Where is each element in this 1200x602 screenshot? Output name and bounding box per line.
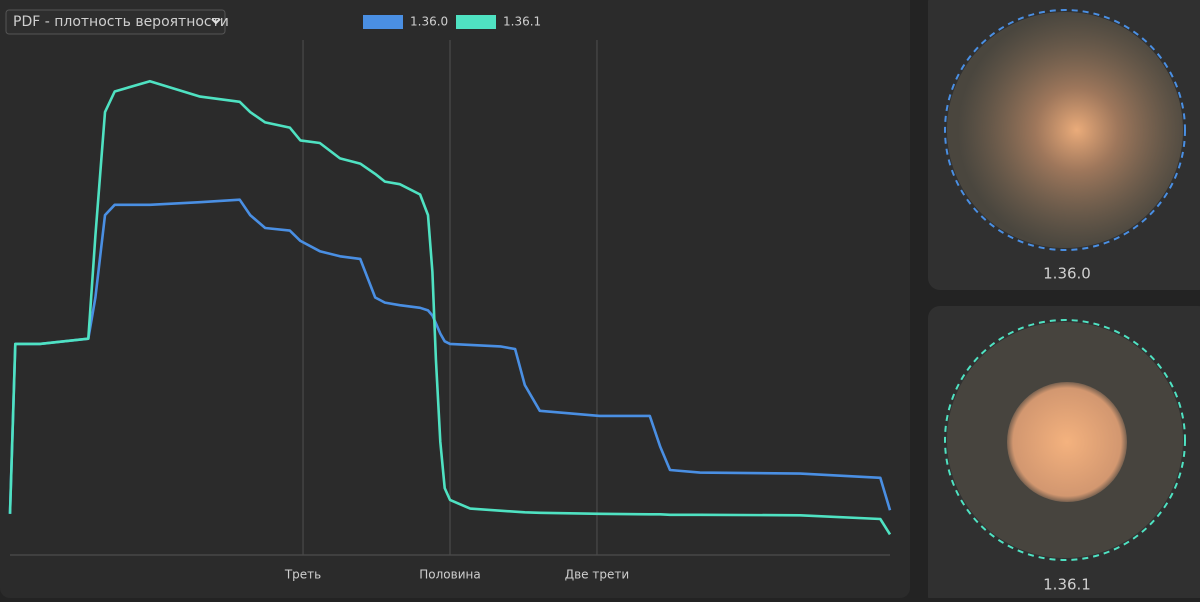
legend-swatch [363,15,403,29]
panel-label: 1.36.0 [1043,265,1091,283]
chevron[interactable] [211,18,221,25]
legend-label: 1.36.1 [503,15,541,29]
series-line [8,198,892,514]
scatter-cloud [947,12,1183,248]
boundary-circle [944,319,1186,561]
scatter-core [1007,382,1127,502]
legend-label: 1.36.0 [410,15,448,29]
x-tick-label: Две трети [565,568,629,582]
boundary-circle [944,9,1186,251]
series-line [8,79,892,536]
x-tick-label: Половина [419,568,480,582]
panel-label: 1.36.1 [1043,576,1091,594]
dropdown-box[interactable] [5,9,226,35]
legend-swatch [456,15,496,29]
x-tick-label: Треть [284,568,321,582]
chart-panel [0,0,910,598]
dropdown-label[interactable]: PDF - плотность вероятности [13,14,229,30]
dropdown[interactable]: PDF - плотность вероятности [5,9,229,35]
